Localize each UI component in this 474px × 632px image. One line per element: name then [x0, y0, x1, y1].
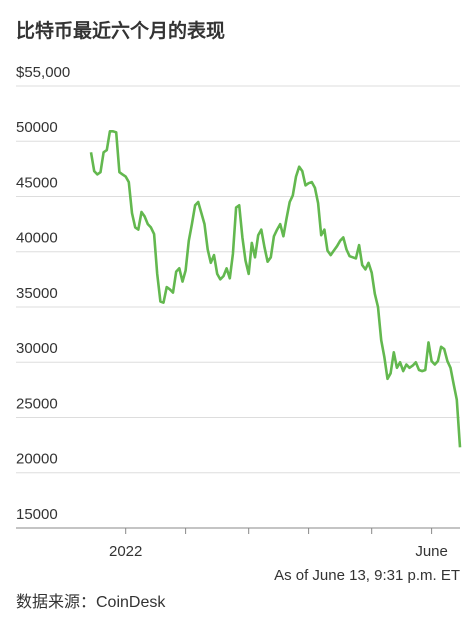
- y-tick-label: $55,000: [16, 64, 70, 81]
- x-tick-label: 2022: [109, 543, 142, 560]
- y-tick-label: 45000: [16, 174, 58, 191]
- y-tick-label: 35000: [16, 285, 58, 302]
- y-tick-label: 50000: [16, 119, 58, 136]
- chart-title: 比特币最近六个月的表现: [16, 19, 225, 42]
- y-tick-label: 15000: [16, 506, 58, 523]
- y-tick-label: 40000: [16, 230, 58, 247]
- annotation: As of June 13, 9:31 p.m. ET: [274, 567, 460, 584]
- x-tick-label: June: [415, 543, 448, 560]
- y-tick-label: 25000: [16, 395, 58, 412]
- y-tick-label: 30000: [16, 340, 58, 357]
- price-line: [89, 130, 462, 448]
- source: 数据来源：CoinDesk: [16, 593, 166, 611]
- y-tick-label: 20000: [16, 451, 58, 468]
